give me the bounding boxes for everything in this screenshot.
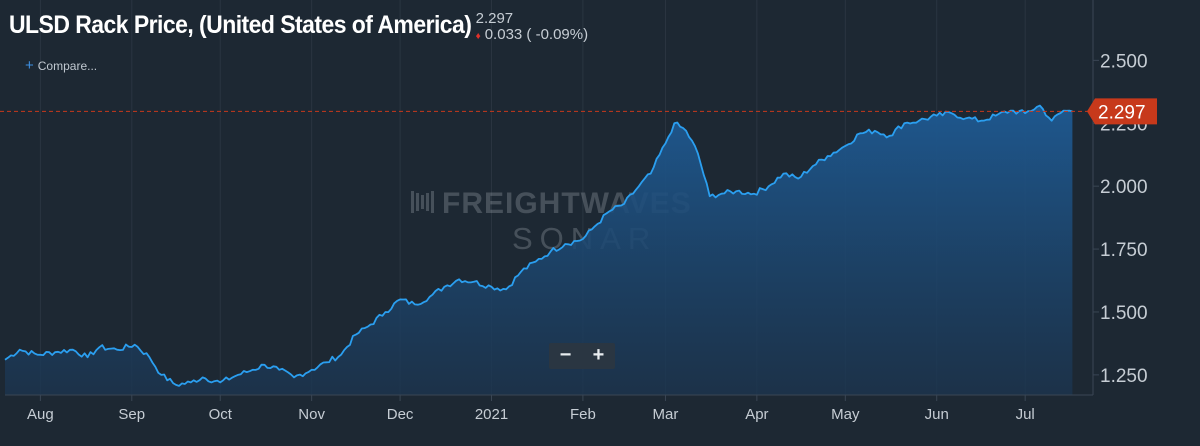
- x-tick-label: Aug: [27, 406, 54, 423]
- last-price-tag-label: 2.297: [1098, 102, 1146, 123]
- last-price-tag: [1087, 98, 1157, 125]
- y-tick-label: 1.750: [1100, 240, 1148, 261]
- plus-icon: +: [25, 57, 34, 74]
- price-change: ♦ 0.033 ( -0.09%): [476, 27, 589, 45]
- x-tick-label: Jun: [925, 406, 949, 423]
- x-tick-label: 2021: [475, 406, 508, 423]
- x-tick-label: Oct: [209, 406, 233, 423]
- chart-title: ULSD Rack Price, (United States of Ameri…: [9, 11, 472, 39]
- y-tick-label: 2.500: [1100, 51, 1148, 72]
- chart-header: ULSD Rack Price, (United States of Ameri…: [9, 8, 588, 45]
- y-tick-label: 2.000: [1100, 177, 1148, 198]
- series-area-fill: [5, 105, 1073, 395]
- price-quote: 2.297 ♦ 0.033 ( -0.09%): [476, 11, 589, 45]
- x-tick-label: Dec: [387, 406, 414, 423]
- down-triangle-icon: ♦: [475, 31, 481, 42]
- zoom-controls: − +: [549, 343, 615, 369]
- x-tick-label: Sep: [118, 406, 145, 423]
- last-price: 2.297: [475, 10, 514, 27]
- x-tick-label: May: [831, 406, 860, 423]
- series-line: [4, 104, 1073, 387]
- compare-label: Compare...: [37, 59, 98, 73]
- zoom-out-button[interactable]: −: [559, 344, 572, 366]
- stacked-bars-logo: [411, 191, 434, 213]
- compare-button[interactable]: + Compare...: [25, 57, 97, 74]
- x-tick-label: Mar: [653, 406, 679, 423]
- x-tick-label: Feb: [570, 406, 596, 423]
- zoom-in-button[interactable]: +: [592, 344, 605, 366]
- x-tick-label: Jul: [1016, 406, 1035, 423]
- y-tick-label: 1.500: [1100, 303, 1148, 324]
- y-tick-label: 1.250: [1100, 366, 1148, 387]
- x-tick-label: Nov: [298, 406, 325, 423]
- x-tick-label: Apr: [745, 406, 768, 423]
- price-change-value: 0.033 ( -0.09%): [484, 26, 589, 43]
